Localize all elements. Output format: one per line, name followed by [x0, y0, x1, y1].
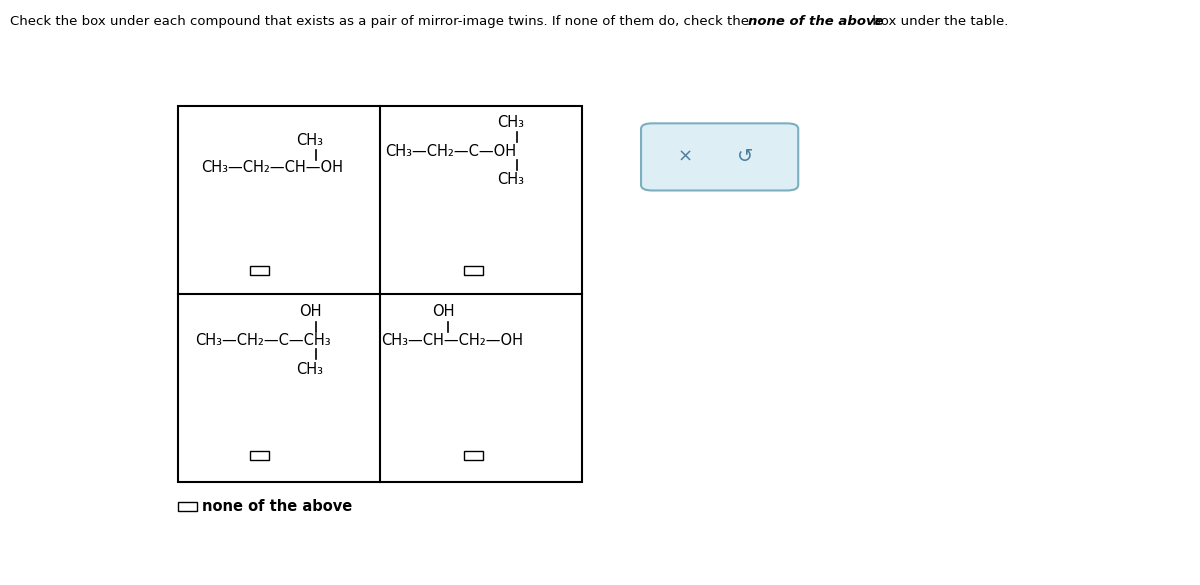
Text: CH₃: CH₃: [497, 115, 524, 130]
Text: OH: OH: [432, 304, 454, 319]
Bar: [178, 502, 197, 511]
Text: CH₃—CH₂—C—OH: CH₃—CH₂—C—OH: [385, 144, 516, 159]
Text: none of the above: none of the above: [202, 499, 353, 514]
Bar: [464, 451, 482, 460]
Text: CH₃: CH₃: [497, 173, 524, 187]
Text: CH₃—CH₂—CH—OH: CH₃—CH₂—CH—OH: [202, 160, 343, 174]
Bar: [251, 451, 269, 460]
FancyBboxPatch shape: [641, 123, 798, 191]
Text: ×: ×: [677, 147, 692, 166]
Bar: [178, 106, 582, 483]
Bar: [251, 266, 269, 275]
Text: Check the box under each compound that exists as a pair of mirror-image twins. I: Check the box under each compound that e…: [10, 15, 752, 27]
Text: none of the above: none of the above: [748, 15, 883, 27]
Text: ↺: ↺: [737, 147, 754, 166]
Text: CH₃: CH₃: [296, 362, 324, 377]
Text: CH₃—CH—CH₂—OH: CH₃—CH—CH₂—OH: [380, 333, 523, 348]
Text: CH₃: CH₃: [296, 133, 324, 147]
Text: CH₃—CH₂—C—CH₃: CH₃—CH₂—C—CH₃: [194, 333, 330, 348]
Text: box under the table.: box under the table.: [868, 15, 1008, 27]
Bar: [464, 266, 482, 275]
Text: OH: OH: [299, 304, 322, 319]
